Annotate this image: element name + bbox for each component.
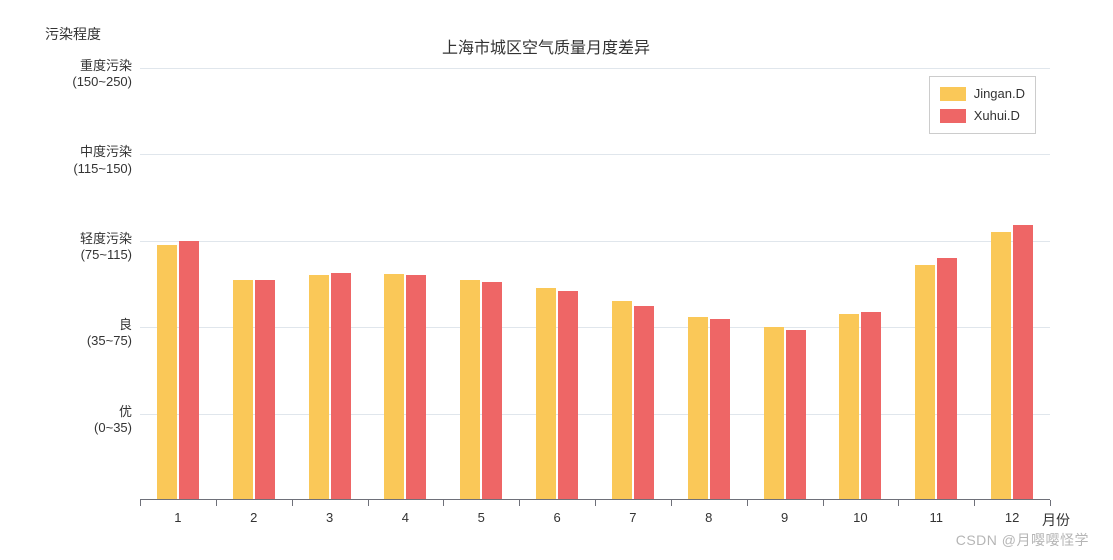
x-tick-label: 2 [234,510,274,525]
chart-container: 污染程度 上海市城区空气质量月度差异 优(0~35) 良(35~75) 轻度污染(7… [0,0,1113,560]
watermark-brand: CSDN [956,532,998,548]
legend-item[interactable]: Jingan.D [940,83,1025,105]
bar[interactable] [612,301,632,499]
bar[interactable] [710,319,730,499]
x-tick [140,500,141,506]
bar[interactable] [1013,225,1033,499]
x-tick [747,500,748,506]
bar[interactable] [861,312,881,499]
x-tick-label: 12 [992,510,1032,525]
legend-label: Jingan.D [974,83,1025,105]
legend: Jingan.DXuhui.D [929,76,1036,134]
bar[interactable] [157,245,177,499]
x-tick-label: 3 [310,510,350,525]
bar[interactable] [331,273,351,499]
bar[interactable] [634,306,654,499]
x-tick [443,500,444,506]
x-tick [823,500,824,506]
x-tick-label: 4 [385,510,425,525]
bar[interactable] [179,241,199,499]
y-tick-label: 优(0~35) [18,404,132,437]
bar[interactable] [688,317,708,499]
x-tick [1050,500,1051,506]
legend-item[interactable]: Xuhui.D [940,105,1025,127]
legend-swatch [940,87,966,101]
x-tick-label: 10 [840,510,880,525]
bar[interactable] [255,280,275,499]
grid-line [140,154,1050,155]
grid-line [140,414,1050,415]
x-tick-label: 7 [613,510,653,525]
x-axis-title: 月份 [1042,510,1070,530]
bar[interactable] [991,232,1011,499]
x-tick-label: 8 [689,510,729,525]
x-tick-label: 1 [158,510,198,525]
bar[interactable] [764,327,784,499]
chart-title: 上海市城区空气质量月度差异 [442,34,650,58]
bar[interactable] [839,314,859,499]
x-tick-label: 11 [916,510,956,525]
watermark: CSDN @月嘤嘤怪学 [956,530,1089,550]
plot-area [140,68,1050,500]
x-tick [974,500,975,506]
y-tick-label: 良(35~75) [18,317,132,350]
x-tick-label: 6 [537,510,577,525]
bar[interactable] [558,291,578,499]
x-tick-label: 9 [765,510,805,525]
watermark-user: @月嘤嘤怪学 [1002,532,1089,548]
bar[interactable] [384,274,404,499]
y-tick-label: 重度污染(150~250) [18,58,132,91]
legend-label: Xuhui.D [974,105,1020,127]
x-tick [671,500,672,506]
grid-line [140,327,1050,328]
bar[interactable] [536,288,556,499]
grid-line [140,241,1050,242]
x-tick [292,500,293,506]
x-tick [595,500,596,506]
x-tick [216,500,217,506]
bar[interactable] [915,265,935,499]
x-tick [898,500,899,506]
bar[interactable] [786,330,806,499]
y-tick-label: 中度污染(115~150) [18,144,132,177]
x-tick-label: 5 [461,510,501,525]
x-tick [368,500,369,506]
bar[interactable] [309,275,329,499]
bar[interactable] [460,280,480,499]
y-axis-title: 污染程度 [18,24,128,44]
bar[interactable] [482,282,502,499]
bar[interactable] [233,280,253,499]
y-tick-label: 轻度污染(75~115) [18,231,132,264]
x-tick [519,500,520,506]
legend-swatch [940,109,966,123]
bar[interactable] [406,275,426,499]
bar[interactable] [937,258,957,499]
grid-line [140,68,1050,69]
